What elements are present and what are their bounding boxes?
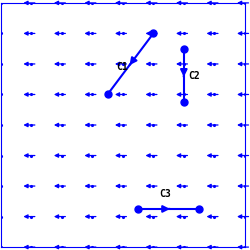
Text: C3: C3 <box>160 189 171 199</box>
Text: C2: C2 <box>188 71 200 81</box>
Text: C1: C1 <box>117 62 128 72</box>
